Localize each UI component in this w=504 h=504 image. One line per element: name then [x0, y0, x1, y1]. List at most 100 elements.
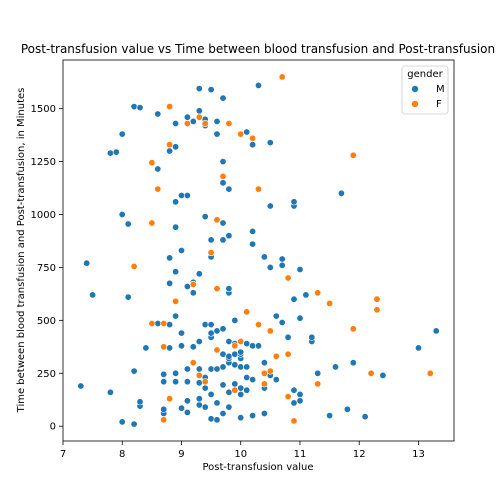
data-point-m-121 — [249, 412, 257, 420]
data-point-m-34 — [172, 223, 180, 231]
data-point-m-35 — [172, 198, 180, 206]
data-point-m-106 — [231, 350, 239, 358]
data-point-f-44 — [314, 289, 322, 297]
data-point-m-146 — [290, 386, 298, 394]
data-point-f-2 — [148, 219, 156, 227]
data-point-m-50 — [189, 343, 197, 351]
data-point-f-47 — [349, 151, 357, 159]
data-point-f-22 — [213, 216, 221, 224]
data-point-f-35 — [266, 367, 274, 375]
x-tick-label: 12 — [353, 449, 366, 460]
data-point-m-112 — [237, 363, 245, 371]
data-point-m-83 — [213, 117, 221, 125]
data-point-m-28 — [166, 254, 174, 262]
data-point-m-37 — [172, 120, 180, 128]
data-point-f-16 — [195, 113, 203, 121]
data-point-m-128 — [255, 81, 263, 89]
data-point-m-124 — [249, 240, 257, 248]
data-point-f-29 — [243, 308, 251, 316]
data-point-m-85 — [219, 381, 227, 389]
data-point-f-5 — [160, 416, 168, 424]
data-point-m-29 — [166, 147, 174, 155]
data-point-f-21 — [213, 285, 221, 293]
data-point-m-158 — [326, 412, 334, 420]
data-point-m-103 — [225, 185, 233, 193]
data-point-m-63 — [201, 384, 209, 392]
data-point-m-164 — [379, 371, 387, 379]
x-tick-label: 10 — [234, 449, 247, 460]
data-point-f-1 — [148, 319, 156, 327]
data-point-m-58 — [195, 337, 203, 345]
data-point-m-19 — [154, 110, 162, 118]
data-point-f-45 — [326, 299, 334, 307]
data-point-m-90 — [219, 219, 227, 227]
x-tick-label: 8 — [119, 449, 125, 460]
data-point-m-99 — [225, 337, 233, 345]
data-point-m-66 — [201, 213, 209, 221]
data-point-m-40 — [178, 329, 186, 337]
data-point-m-41 — [178, 247, 186, 255]
legend-title: gender — [407, 69, 443, 80]
data-point-m-42 — [178, 192, 186, 200]
data-point-f-37 — [272, 352, 280, 360]
data-point-m-98 — [225, 352, 233, 360]
data-point-m-0 — [77, 382, 85, 390]
data-point-m-94 — [225, 403, 233, 411]
data-point-m-36 — [172, 143, 180, 151]
data-point-m-6 — [118, 418, 126, 426]
legend-label-f: F — [436, 99, 442, 110]
data-point-f-25 — [231, 386, 239, 394]
data-point-m-23 — [160, 378, 168, 386]
data-point-f-23 — [219, 172, 227, 180]
y-tick-label: 1250 — [31, 157, 56, 168]
data-point-m-20 — [154, 165, 162, 173]
data-point-m-131 — [260, 359, 268, 367]
data-point-f-9 — [166, 141, 174, 149]
data-point-m-147 — [290, 295, 298, 303]
data-point-m-116 — [243, 128, 251, 136]
data-point-f-28 — [237, 130, 245, 138]
data-point-m-9 — [124, 293, 132, 301]
data-point-f-46 — [349, 325, 357, 333]
data-point-m-65 — [201, 321, 209, 329]
data-point-m-132 — [260, 253, 268, 261]
data-point-f-41 — [284, 393, 292, 401]
data-point-m-76 — [207, 236, 215, 244]
data-point-m-136 — [266, 139, 274, 147]
data-point-m-10 — [124, 220, 132, 228]
data-point-m-137 — [272, 376, 280, 384]
data-point-f-27 — [237, 337, 245, 345]
data-point-m-139 — [272, 312, 280, 320]
data-point-f-49 — [373, 306, 381, 314]
data-point-m-54 — [195, 401, 203, 409]
data-point-m-80 — [213, 365, 221, 373]
data-point-m-141 — [278, 261, 286, 269]
data-point-m-7 — [118, 211, 126, 219]
data-point-m-118 — [243, 373, 251, 381]
data-point-m-59 — [195, 270, 203, 278]
x-tick-label: 9 — [178, 449, 184, 460]
data-point-m-145 — [290, 399, 298, 407]
y-axis-label: Time between blood transfusion and Post-… — [16, 88, 27, 414]
plot-frame — [62, 59, 455, 442]
data-point-f-36 — [266, 327, 274, 335]
data-point-m-13 — [130, 103, 138, 111]
data-point-m-62 — [201, 403, 209, 411]
y-tick-label: 500 — [37, 316, 56, 327]
data-point-f-24 — [225, 120, 233, 128]
data-point-m-15 — [136, 398, 144, 406]
data-point-m-16 — [136, 104, 144, 112]
y-tick-label: 1500 — [31, 104, 56, 115]
data-point-m-43 — [183, 408, 191, 416]
data-point-m-115 — [237, 348, 245, 356]
data-point-m-142 — [278, 255, 286, 263]
data-point-m-95 — [225, 388, 233, 396]
data-point-m-92 — [219, 158, 227, 166]
data-point-m-32 — [172, 312, 180, 320]
data-point-m-165 — [414, 344, 422, 352]
data-point-m-26 — [166, 321, 174, 329]
data-point-m-48 — [183, 192, 191, 200]
data-point-m-81 — [213, 327, 221, 335]
data-point-m-120 — [243, 340, 251, 348]
plot-area — [63, 60, 454, 441]
